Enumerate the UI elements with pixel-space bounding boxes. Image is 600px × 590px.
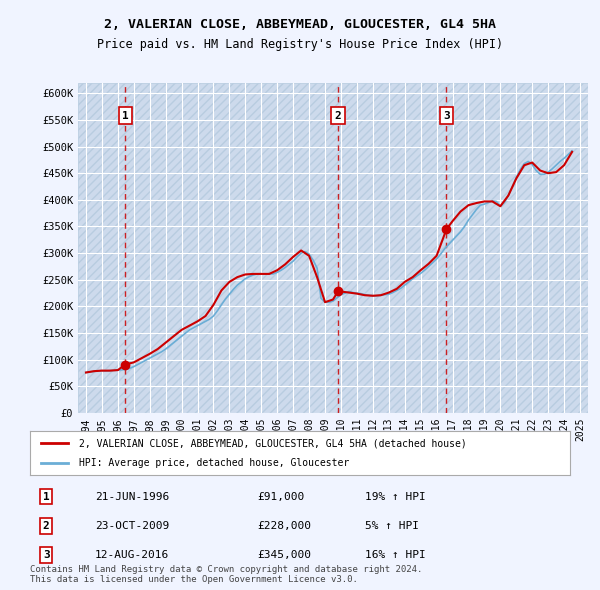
Text: 1: 1 bbox=[43, 491, 50, 502]
Text: 3: 3 bbox=[43, 550, 50, 560]
Text: 2: 2 bbox=[335, 111, 341, 120]
Text: 23-OCT-2009: 23-OCT-2009 bbox=[95, 521, 169, 531]
Text: 2, VALERIAN CLOSE, ABBEYMEAD, GLOUCESTER, GL4 5HA: 2, VALERIAN CLOSE, ABBEYMEAD, GLOUCESTER… bbox=[104, 18, 496, 31]
Text: 5% ↑ HPI: 5% ↑ HPI bbox=[365, 521, 419, 531]
Text: £345,000: £345,000 bbox=[257, 550, 311, 560]
Text: 2: 2 bbox=[43, 521, 50, 531]
Text: 3: 3 bbox=[443, 111, 450, 120]
Text: Contains HM Land Registry data © Crown copyright and database right 2024.
This d: Contains HM Land Registry data © Crown c… bbox=[30, 565, 422, 584]
Text: 2, VALERIAN CLOSE, ABBEYMEAD, GLOUCESTER, GL4 5HA (detached house): 2, VALERIAN CLOSE, ABBEYMEAD, GLOUCESTER… bbox=[79, 438, 466, 448]
Text: 19% ↑ HPI: 19% ↑ HPI bbox=[365, 491, 425, 502]
Text: 21-JUN-1996: 21-JUN-1996 bbox=[95, 491, 169, 502]
Text: 16% ↑ HPI: 16% ↑ HPI bbox=[365, 550, 425, 560]
Text: 1: 1 bbox=[122, 111, 129, 120]
Text: £91,000: £91,000 bbox=[257, 491, 304, 502]
Text: Price paid vs. HM Land Registry's House Price Index (HPI): Price paid vs. HM Land Registry's House … bbox=[97, 38, 503, 51]
Text: £228,000: £228,000 bbox=[257, 521, 311, 531]
Text: HPI: Average price, detached house, Gloucester: HPI: Average price, detached house, Glou… bbox=[79, 458, 349, 467]
Text: 12-AUG-2016: 12-AUG-2016 bbox=[95, 550, 169, 560]
